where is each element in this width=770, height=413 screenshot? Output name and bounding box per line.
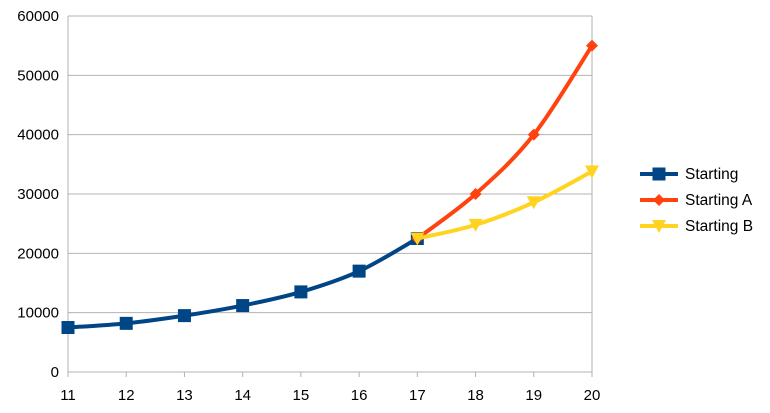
legend-item-starting: Starting xyxy=(640,166,738,183)
series-starting-b xyxy=(410,165,599,246)
data-point-starting-a xyxy=(527,128,540,141)
legend-label: Starting A xyxy=(685,192,753,209)
data-point-starting-b xyxy=(410,232,425,246)
x-tick-label: 20 xyxy=(584,387,601,404)
data-point-starting-a xyxy=(469,188,482,200)
legend: Starting Starting A Starting B xyxy=(640,166,753,235)
x-tick-label: 19 xyxy=(525,387,542,404)
data-point-starting-b xyxy=(468,218,483,232)
data-point-starting xyxy=(177,309,191,323)
data-point-starting xyxy=(294,285,308,299)
series-line-starting xyxy=(66,236,420,330)
data-point-starting xyxy=(352,264,366,278)
y-tick-label: 0 xyxy=(51,364,59,381)
y-tick-label: 50000 xyxy=(17,67,59,84)
x-tick-label: 16 xyxy=(351,387,368,404)
legend-label: Starting B xyxy=(685,218,753,235)
legend-swatch-marker xyxy=(652,220,666,233)
x-tick-label: 15 xyxy=(293,387,310,404)
x-tick-label: 14 xyxy=(234,387,251,404)
y-tick-label: 30000 xyxy=(17,186,59,203)
data-point-starting-b xyxy=(585,165,599,179)
x-tick-label: 12 xyxy=(118,387,135,404)
x-tick-label: 13 xyxy=(176,387,193,404)
series-starting xyxy=(61,232,424,334)
data-point-starting-b xyxy=(526,196,541,210)
x-tick-label: 18 xyxy=(467,387,484,404)
legend-label: Starting xyxy=(685,166,738,183)
legend-item-starting-a: Starting A xyxy=(640,192,753,209)
data-point-starting xyxy=(119,316,133,330)
legend-swatch-marker xyxy=(652,167,666,181)
y-tick-label: 60000 xyxy=(17,8,59,25)
x-tick-label: 11 xyxy=(60,387,76,404)
x-tick-label: 17 xyxy=(409,387,426,404)
series-layer xyxy=(61,39,599,334)
series-line-starting-a xyxy=(415,43,594,241)
data-point-starting xyxy=(61,321,75,334)
axes: 0 10000 20000 30000 40000 50000 60000 11 12 13 14 1… xyxy=(17,8,600,404)
y-tick-label: 10000 xyxy=(17,305,59,322)
gridlines xyxy=(68,15,592,373)
series-line-starting-b xyxy=(415,169,594,241)
legend-swatch-marker xyxy=(653,194,665,206)
y-tick-label: 40000 xyxy=(17,127,59,144)
data-point-starting xyxy=(236,299,250,313)
data-point-starting-a xyxy=(586,39,598,52)
y-tick-label: 20000 xyxy=(17,245,59,262)
legend-item-starting-b: Starting B xyxy=(640,218,753,235)
